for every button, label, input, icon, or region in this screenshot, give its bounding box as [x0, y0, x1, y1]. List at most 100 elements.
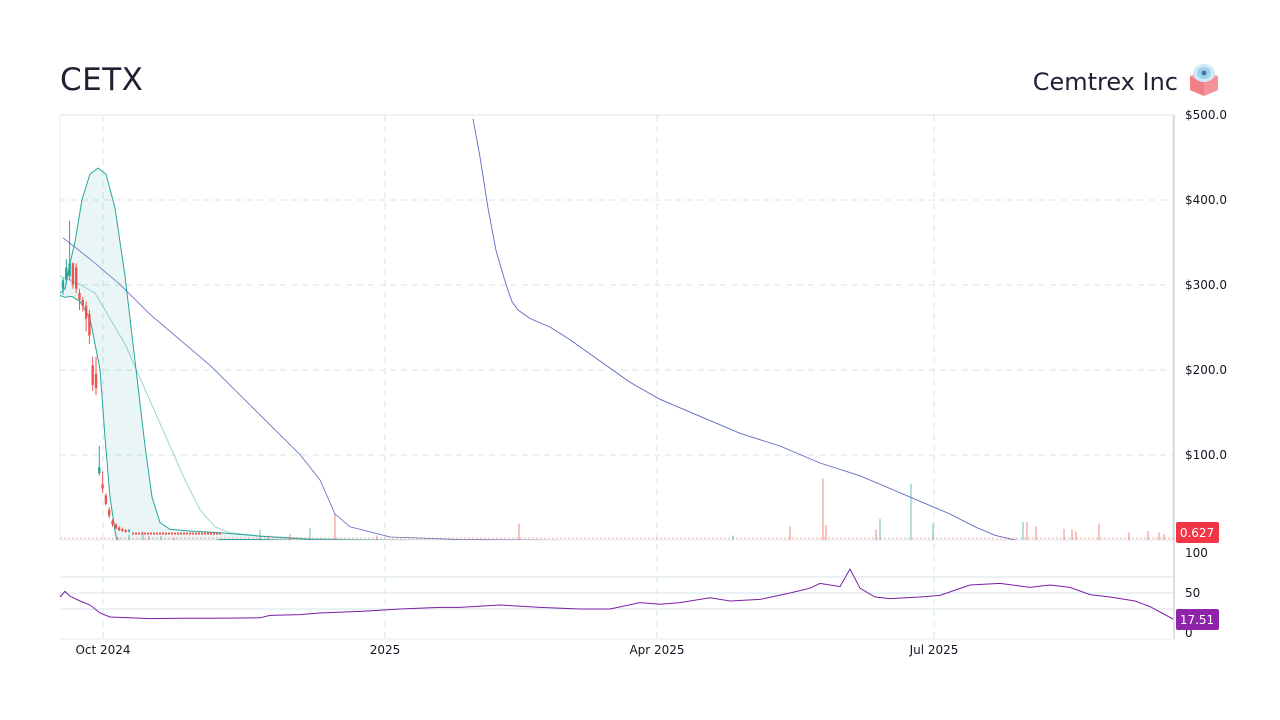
candle-body [180, 532, 182, 535]
candle-body [189, 532, 191, 535]
company-name: Cemtrex Inc [1032, 68, 1178, 96]
y-tick-label: $500.0 [1185, 108, 1227, 122]
volume-bar [628, 537, 630, 540]
volume-bar [816, 537, 818, 540]
volume-bar [1075, 531, 1077, 540]
volume-bar [924, 537, 926, 540]
volume-bar [948, 537, 950, 540]
volume-bar [720, 537, 722, 540]
volume-bar [1000, 537, 1002, 540]
volume-bar [656, 537, 658, 540]
volume-bar [668, 537, 670, 540]
volume-bar [1084, 537, 1086, 540]
volume-bar [940, 537, 942, 540]
volume-bar [804, 537, 806, 540]
volume-bar [1112, 537, 1114, 540]
candle-body [156, 532, 158, 535]
volume-bar [556, 537, 558, 540]
volume-bar [1020, 537, 1022, 540]
volume-bar [1022, 522, 1024, 540]
volume-bar [140, 537, 142, 540]
volume-bar [864, 537, 866, 540]
candle-body [216, 532, 218, 535]
volume-bar [444, 537, 446, 540]
volume-bar [736, 537, 738, 540]
volume-bar [392, 537, 394, 540]
volume-bar [1158, 532, 1160, 540]
volume-bar [972, 537, 974, 540]
volume-bar [276, 537, 278, 540]
volume-bar [1088, 537, 1090, 540]
volume-bar [60, 537, 62, 540]
volume-bar [324, 537, 326, 540]
volume-bar [124, 537, 126, 540]
candle-body [117, 527, 121, 531]
volume-bar [648, 537, 650, 540]
rsi-value-badge [1176, 609, 1219, 630]
volume-bar [340, 537, 342, 540]
main-panel-border [59, 114, 1174, 541]
volume-bar [268, 537, 270, 540]
candle-body [159, 532, 161, 535]
volume-bar [488, 537, 490, 540]
volume-bar [1076, 537, 1078, 540]
volume-bar [676, 537, 678, 540]
volume-bar [360, 537, 362, 540]
volume-bar [1120, 537, 1122, 540]
rsi-line [59, 567, 1174, 620]
volume-bar [396, 537, 398, 540]
volume-bar [368, 537, 370, 540]
volume-bar [1136, 537, 1138, 540]
volume-bar [128, 534, 130, 540]
volume-bar [400, 537, 402, 540]
volume-bar [976, 537, 978, 540]
volume-bar [952, 537, 954, 540]
volume-bar [1012, 537, 1014, 540]
volume-bar [1044, 537, 1046, 540]
candle-body [91, 365, 94, 385]
volume-bar [432, 537, 434, 540]
volume-bar [64, 537, 66, 540]
volume-bar [76, 537, 78, 540]
cemtrex-logo-icon [1190, 64, 1218, 96]
volume-bar [316, 537, 318, 540]
volume-bar [789, 526, 791, 540]
volume-bar [80, 537, 82, 540]
volume-bar [320, 537, 322, 540]
volume-bar [192, 537, 194, 540]
volume-bar [84, 537, 86, 540]
y-tick-label: $100.0 [1185, 448, 1227, 462]
volume-bar [1024, 537, 1026, 540]
volume-bar [173, 537, 175, 540]
volume-bar [236, 537, 238, 540]
volume-bar [212, 537, 214, 540]
volume-bar [792, 537, 794, 540]
volume-bar [172, 537, 174, 540]
last-price-badge [1176, 522, 1219, 543]
candle-body [141, 532, 143, 535]
volume-bar [196, 537, 198, 540]
volume-bar [518, 523, 520, 540]
volume-bar [876, 537, 878, 540]
volume-bar [820, 537, 822, 540]
volume-bar [484, 537, 486, 540]
volume-bar [960, 537, 962, 540]
volume-bar [912, 537, 914, 540]
volume-bar [480, 537, 482, 540]
volume-bar [916, 537, 918, 540]
candle-body [84, 305, 88, 319]
candle-body [192, 532, 194, 535]
volume-bar [879, 519, 881, 540]
volume-bar [1163, 534, 1165, 540]
volume-bar [492, 537, 494, 540]
volume-bar [260, 537, 262, 540]
candle-body [104, 495, 108, 504]
volume-bar [596, 537, 598, 540]
volume-bar [1040, 537, 1042, 540]
volume-bar [1168, 537, 1170, 540]
volume-bar [1068, 537, 1070, 540]
volume-bar [1172, 537, 1174, 540]
volume-bar [684, 537, 686, 540]
volume-bar [1100, 537, 1102, 540]
